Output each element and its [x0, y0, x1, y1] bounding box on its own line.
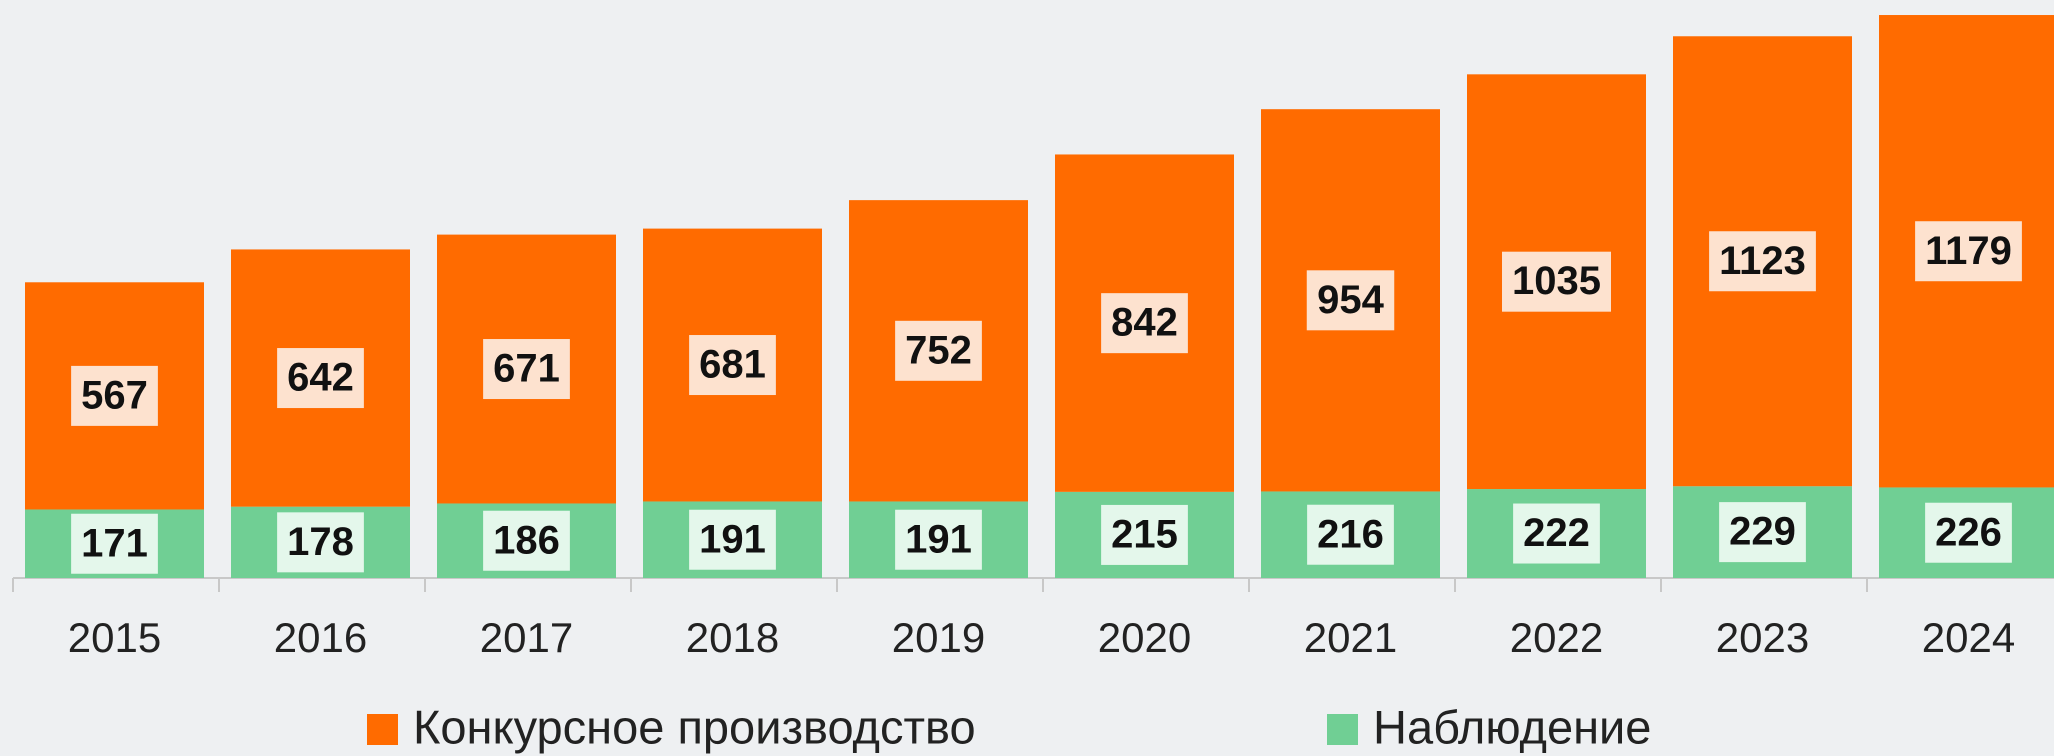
- legend-swatch: [367, 714, 398, 745]
- value-label: 1179: [1925, 229, 2012, 273]
- value-label-bg: [1502, 251, 1611, 312]
- value-label: 1123: [1719, 239, 1806, 283]
- x-tick-label: 2016: [274, 614, 367, 661]
- value-label: 567: [81, 373, 148, 417]
- x-tick-label: 2017: [480, 614, 573, 661]
- x-tick-label: 2024: [1922, 614, 2015, 661]
- value-label-bg: [483, 339, 570, 400]
- x-tick-label: 2023: [1716, 614, 1809, 661]
- value-label: 752: [905, 328, 972, 372]
- value-label: 191: [699, 517, 766, 561]
- value-label: 171: [81, 521, 148, 565]
- value-label: 681: [699, 343, 766, 387]
- x-tick-label: 2019: [892, 614, 985, 661]
- value-label-bg: [71, 365, 158, 426]
- x-tick-label: 2021: [1304, 614, 1397, 661]
- value-label: 222: [1523, 511, 1590, 555]
- value-label-bg: [1925, 502, 2012, 563]
- value-label: 229: [1729, 510, 1796, 554]
- value-label: 178: [287, 520, 354, 564]
- value-label-bg: [1101, 293, 1188, 354]
- value-label-bg: [1306, 270, 1395, 331]
- legend-swatch: [1327, 714, 1358, 745]
- value-label: 215: [1111, 512, 1178, 556]
- value-label-bg: [277, 512, 364, 573]
- value-label-bg: [689, 335, 776, 396]
- value-label: 671: [493, 347, 560, 391]
- value-label: 186: [493, 518, 560, 562]
- value-label: 842: [1111, 301, 1178, 345]
- value-label-bg: [1719, 502, 1806, 563]
- x-tick-label: 2015: [68, 614, 161, 661]
- x-tick-label: 2022: [1510, 614, 1603, 661]
- value-label: 216: [1317, 512, 1384, 556]
- legend-label: Конкурсное производство: [413, 700, 976, 753]
- value-label: 1035: [1512, 259, 1601, 303]
- value-label: 954: [1317, 278, 1384, 322]
- x-tick-label: 2020: [1098, 614, 1191, 661]
- value-label-bg: [1307, 504, 1394, 565]
- value-label: 191: [905, 517, 972, 561]
- legend-label: Наблюдение: [1373, 700, 1651, 753]
- value-label-bg: [1709, 231, 1816, 292]
- value-label-bg: [71, 513, 158, 574]
- value-label-bg: [895, 320, 982, 381]
- value-label-bg: [895, 509, 982, 570]
- value-label-bg: [277, 348, 364, 409]
- value-label-bg: [1513, 503, 1600, 564]
- x-tick-label: 2018: [686, 614, 779, 661]
- value-label-bg: [1915, 221, 2022, 282]
- value-label-bg: [1101, 504, 1188, 565]
- value-label-bg: [483, 510, 570, 571]
- value-label-bg: [689, 509, 776, 570]
- value-label: 642: [287, 356, 354, 400]
- value-label: 226: [1935, 510, 2002, 554]
